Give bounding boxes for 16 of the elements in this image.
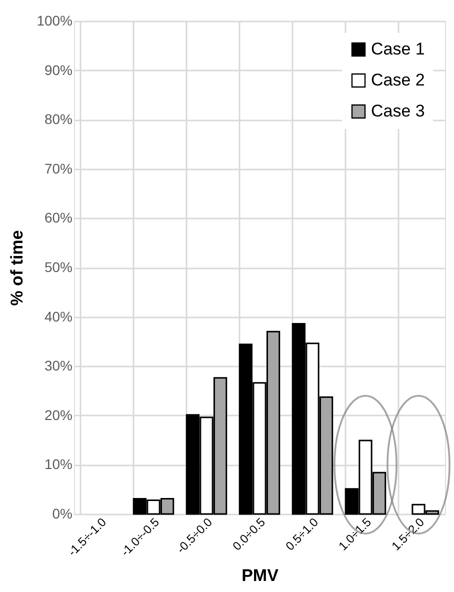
y-tick-label: 100% (36, 12, 72, 28)
y-tick-label: 30% (44, 358, 72, 374)
y-tick-label: 50% (44, 259, 72, 275)
legend-label: Case 3 (371, 102, 425, 120)
y-tick-label: 20% (44, 406, 72, 423)
y-axis-title: % of time (8, 230, 27, 306)
y-tick-label: 0% (52, 506, 72, 522)
y-tick-label: 70% (44, 160, 72, 176)
y-tick-label: 10% (44, 456, 72, 472)
y-tick-label: 80% (44, 111, 72, 128)
legend-label: Case 1 (371, 40, 425, 58)
y-tick-label: 90% (44, 62, 72, 78)
x-axis-title: PMV (242, 566, 280, 586)
y-tick-label: 40% (44, 308, 72, 324)
legend-label: Case 2 (371, 70, 425, 90)
y-tick-label: 60% (44, 210, 72, 226)
